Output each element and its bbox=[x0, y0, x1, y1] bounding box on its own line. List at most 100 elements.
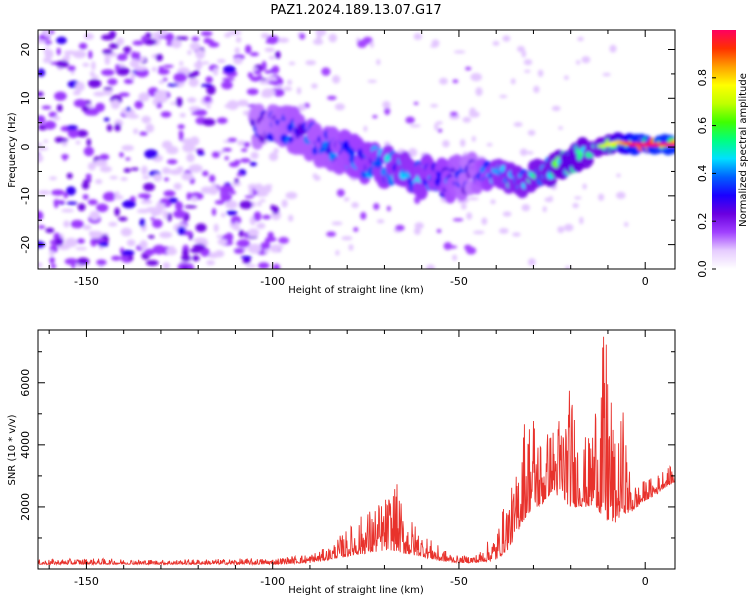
noise-blob bbox=[331, 221, 343, 226]
noise-blob bbox=[283, 86, 293, 92]
noise-blob bbox=[162, 167, 171, 175]
noise-blob bbox=[367, 79, 378, 83]
noise-blob bbox=[115, 64, 120, 72]
noise-blob bbox=[38, 115, 46, 124]
noise-blob bbox=[129, 59, 140, 68]
noise-blob bbox=[186, 153, 195, 163]
noise-blob bbox=[119, 152, 124, 158]
y-tick-label: 2000 bbox=[19, 493, 32, 521]
noise-blob bbox=[452, 254, 458, 261]
noise-blob bbox=[267, 80, 281, 85]
noise-blob bbox=[574, 196, 582, 200]
noise-blob bbox=[502, 35, 511, 42]
noise-blob bbox=[616, 173, 621, 178]
bottom-y-axis-label: SNR (10 * v/v) bbox=[7, 414, 18, 485]
noise-blob bbox=[95, 179, 103, 185]
noise-blob bbox=[436, 121, 443, 125]
noise-blob bbox=[54, 91, 67, 101]
noise-blob bbox=[75, 81, 85, 92]
noise-blob bbox=[205, 76, 213, 84]
noise-blob bbox=[107, 78, 118, 86]
x-tick-label: 0 bbox=[642, 275, 649, 288]
noise-blob bbox=[195, 223, 207, 233]
noise-blob bbox=[470, 73, 482, 82]
noise-blob bbox=[177, 124, 185, 130]
noise-blob bbox=[151, 66, 157, 72]
noise-blob bbox=[395, 224, 405, 232]
noise-blob bbox=[206, 84, 216, 95]
noise-blob bbox=[175, 201, 183, 211]
noise-blob bbox=[120, 227, 133, 237]
noise-blob bbox=[96, 259, 107, 266]
noise-blob bbox=[287, 79, 293, 86]
noise-blob bbox=[414, 222, 424, 230]
noise-blob bbox=[83, 33, 94, 40]
noise-blob bbox=[85, 173, 92, 180]
noise-blob bbox=[173, 72, 187, 83]
noise-blob bbox=[224, 32, 232, 38]
x-tick-label: -100 bbox=[260, 275, 285, 288]
noise-blob bbox=[521, 204, 531, 212]
noise-blob bbox=[565, 265, 571, 269]
y-tick-label: -10 bbox=[19, 187, 32, 205]
noise-blob bbox=[328, 33, 338, 43]
noise-blob bbox=[186, 97, 197, 103]
noise-blob bbox=[465, 66, 472, 71]
noise-blob bbox=[453, 50, 466, 54]
noise-blob bbox=[202, 118, 216, 127]
noise-blob bbox=[38, 91, 44, 97]
noise-blob bbox=[502, 211, 512, 217]
noise-blob bbox=[602, 72, 611, 77]
noise-blob bbox=[154, 89, 168, 100]
noise-blob bbox=[87, 79, 102, 88]
noise-blob bbox=[343, 197, 350, 202]
noise-blob bbox=[102, 48, 113, 55]
noise-blob bbox=[247, 228, 260, 237]
noise-blob bbox=[67, 65, 76, 72]
noise-blob bbox=[200, 83, 213, 88]
noise-blob bbox=[167, 83, 179, 87]
noise-blob bbox=[297, 104, 306, 112]
noise-blob bbox=[140, 199, 153, 205]
noise-blob bbox=[114, 123, 121, 132]
noise-blob bbox=[237, 101, 249, 107]
chart-title: PAZ1.2024.189.13.07.G17 bbox=[270, 3, 441, 18]
noise-blob bbox=[116, 53, 128, 61]
noise-blob bbox=[513, 122, 523, 127]
noise-blob bbox=[224, 103, 234, 109]
colorbar-label: Normalized spectral amplitude bbox=[738, 73, 749, 227]
noise-blob bbox=[233, 57, 243, 65]
noise-blob bbox=[216, 58, 226, 64]
noise-blob bbox=[130, 72, 136, 81]
noise-blob bbox=[82, 62, 90, 67]
noise-blob bbox=[336, 188, 345, 197]
noise-blob bbox=[56, 104, 63, 112]
noise-blob bbox=[44, 30, 50, 38]
noise-blob bbox=[206, 260, 216, 266]
noise-blob bbox=[66, 186, 76, 196]
noise-blob bbox=[452, 218, 464, 222]
noise-blob bbox=[240, 148, 248, 152]
noise-blob bbox=[193, 61, 203, 69]
y-tick-label: 20 bbox=[19, 43, 32, 57]
noise-blob bbox=[110, 99, 121, 110]
noise-blob bbox=[285, 191, 298, 200]
noise-blob bbox=[481, 217, 488, 225]
noise-blob bbox=[220, 192, 232, 202]
noise-blob bbox=[271, 65, 280, 74]
snr-line bbox=[38, 336, 675, 566]
noise-blob bbox=[288, 214, 294, 222]
noise-blob bbox=[235, 36, 242, 43]
noise-blob bbox=[38, 190, 51, 195]
noise-blob bbox=[55, 60, 69, 68]
noise-blob bbox=[200, 31, 213, 37]
noise-blob bbox=[326, 231, 337, 237]
noise-blob bbox=[61, 140, 68, 147]
ridge-peak bbox=[671, 142, 675, 147]
noise-blob bbox=[253, 211, 262, 222]
noise-blob bbox=[243, 231, 249, 239]
noise-blob bbox=[38, 147, 49, 151]
noise-blob bbox=[315, 30, 327, 37]
noise-blob bbox=[103, 87, 113, 91]
